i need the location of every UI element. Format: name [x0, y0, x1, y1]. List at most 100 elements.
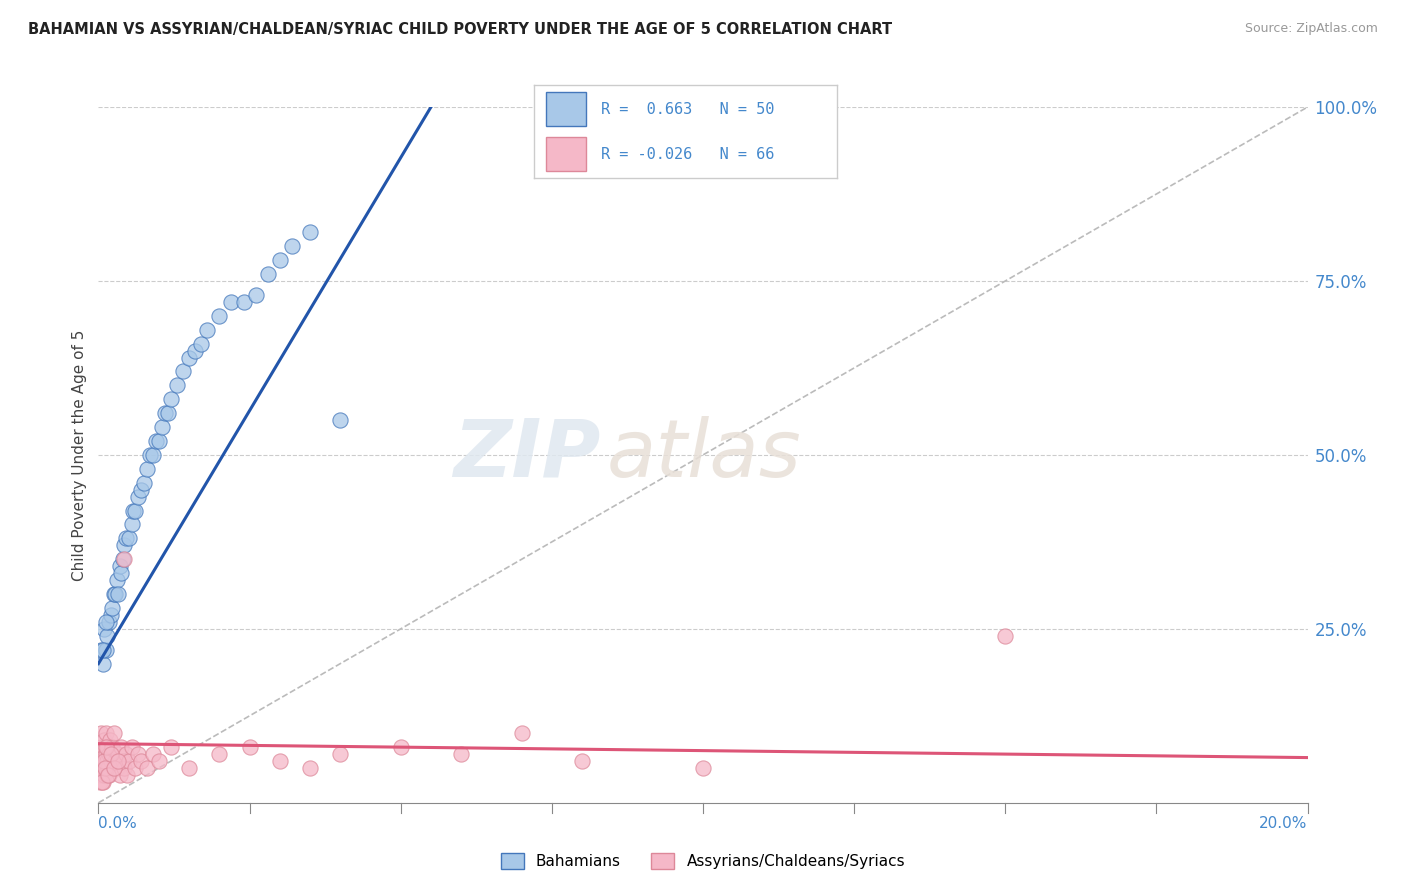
- Point: [96, 615, 118, 629]
- Point: [103, 761, 125, 775]
- Point: [100, 601, 122, 615]
- Point: [112, 538, 135, 552]
- FancyBboxPatch shape: [547, 92, 586, 126]
- Point: [103, 587, 125, 601]
- Text: R =  0.663   N = 50: R = 0.663 N = 50: [600, 102, 775, 117]
- Point: [148, 434, 170, 448]
- Point: [329, 747, 352, 761]
- Point: [281, 239, 304, 253]
- Text: BAHAMIAN VS ASSYRIAN/CHALDEAN/SYRIAC CHILD POVERTY UNDER THE AGE OF 5 CORRELATIO: BAHAMIAN VS ASSYRIAN/CHALDEAN/SYRIAC CHI…: [28, 22, 893, 37]
- Point: [114, 747, 136, 761]
- Point: [91, 775, 114, 789]
- Point: [571, 754, 593, 768]
- Point: [90, 726, 112, 740]
- Point: [93, 754, 115, 768]
- Point: [100, 747, 122, 761]
- Point: [91, 754, 114, 768]
- Point: [91, 775, 114, 789]
- Point: [93, 733, 115, 747]
- Point: [93, 740, 115, 755]
- Point: [97, 761, 120, 775]
- Point: [195, 323, 218, 337]
- Text: 20.0%: 20.0%: [1260, 816, 1308, 831]
- Point: [245, 288, 267, 302]
- Point: [104, 754, 127, 768]
- FancyBboxPatch shape: [547, 137, 586, 171]
- Point: [150, 420, 173, 434]
- Point: [153, 406, 176, 420]
- Point: [132, 475, 155, 490]
- Point: [94, 642, 117, 657]
- Point: [103, 726, 125, 740]
- Point: [91, 642, 114, 657]
- Point: [269, 253, 291, 268]
- Point: [93, 768, 115, 782]
- Point: [91, 761, 114, 775]
- Point: [89, 761, 111, 775]
- Point: [98, 768, 121, 782]
- Point: [190, 336, 212, 351]
- Point: [692, 761, 714, 775]
- Point: [156, 406, 179, 420]
- Point: [93, 622, 115, 636]
- Point: [90, 642, 112, 657]
- Point: [994, 629, 1017, 643]
- Point: [96, 740, 118, 755]
- Text: Source: ZipAtlas.com: Source: ZipAtlas.com: [1244, 22, 1378, 36]
- Text: ZIP: ZIP: [453, 416, 600, 494]
- Point: [145, 434, 167, 448]
- Point: [107, 754, 129, 768]
- Point: [91, 657, 114, 671]
- Point: [97, 768, 120, 782]
- Point: [108, 559, 131, 574]
- Point: [127, 490, 149, 504]
- Legend: Bahamians, Assyrians/Chaldeans/Syriacs: Bahamians, Assyrians/Chaldeans/Syriacs: [495, 847, 911, 875]
- Point: [94, 761, 117, 775]
- Point: [111, 754, 134, 768]
- Text: R = -0.026   N = 66: R = -0.026 N = 66: [600, 146, 775, 161]
- Point: [221, 294, 243, 309]
- Point: [208, 747, 231, 761]
- Point: [89, 775, 111, 789]
- Point: [94, 754, 117, 768]
- Point: [124, 503, 146, 517]
- Point: [90, 740, 112, 755]
- Point: [91, 747, 114, 761]
- Point: [389, 740, 412, 755]
- Point: [100, 740, 122, 755]
- Point: [107, 587, 129, 601]
- Point: [118, 532, 141, 546]
- Point: [269, 754, 291, 768]
- Point: [239, 740, 262, 755]
- Point: [135, 462, 157, 476]
- Point: [148, 754, 170, 768]
- Point: [127, 747, 149, 761]
- Point: [117, 768, 139, 782]
- Point: [100, 754, 122, 768]
- Point: [172, 364, 194, 378]
- Point: [101, 761, 124, 775]
- Point: [135, 761, 157, 775]
- Point: [98, 733, 121, 747]
- Point: [139, 448, 162, 462]
- Point: [256, 267, 278, 281]
- Point: [94, 726, 117, 740]
- Point: [110, 566, 132, 581]
- Point: [110, 740, 132, 755]
- Point: [96, 747, 118, 761]
- Point: [179, 351, 201, 365]
- Point: [96, 768, 118, 782]
- Point: [208, 309, 231, 323]
- Point: [510, 726, 533, 740]
- Point: [97, 747, 120, 761]
- Point: [111, 552, 134, 566]
- Point: [160, 392, 183, 407]
- Text: atlas: atlas: [606, 416, 801, 494]
- Point: [121, 740, 143, 755]
- Y-axis label: Child Poverty Under the Age of 5: Child Poverty Under the Age of 5: [72, 329, 87, 581]
- Point: [112, 552, 135, 566]
- Point: [129, 483, 152, 497]
- Point: [100, 607, 122, 622]
- Point: [450, 747, 472, 761]
- Text: 0.0%: 0.0%: [98, 816, 138, 831]
